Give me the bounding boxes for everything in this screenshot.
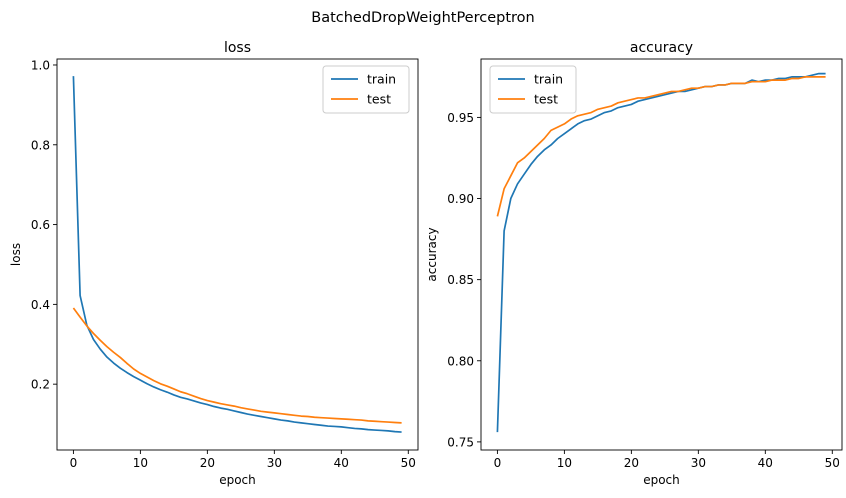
accuracy-ytick-label: 0.95 — [447, 111, 474, 125]
loss-ytick-label: 0.6 — [31, 218, 50, 232]
loss-xlabel: epoch — [219, 473, 256, 487]
accuracy-xtick-label: 10 — [557, 456, 572, 470]
accuracy-title: accuracy — [630, 40, 693, 56]
accuracy-axes-frame — [480, 58, 843, 451]
loss-legend-box — [322, 65, 410, 114]
accuracy-test-line — [496, 75, 826, 217]
accuracy-legend-box — [489, 65, 577, 114]
accuracy-xtick-label: 50 — [825, 456, 840, 470]
accuracy-legend: train test — [489, 65, 577, 114]
loss-xtick-label: 30 — [267, 456, 282, 470]
loss-train-line — [72, 76, 402, 433]
accuracy-xlabel: epoch — [643, 473, 680, 487]
loss-xtick-label: 10 — [133, 456, 148, 470]
loss-xtick-label: 40 — [334, 456, 349, 470]
loss-legend-label-train: train — [367, 72, 396, 87]
loss-subplot: loss 0 10 20 30 40 50 0.2 0.4 0.6 0.8 1.0 epoch loss t… — [9, 40, 419, 487]
loss-legend: train test — [322, 65, 410, 114]
loss-ytick-label: 1.0 — [31, 58, 50, 72]
loss-ytick-label: 0.4 — [31, 298, 50, 312]
loss-ylabel: loss — [9, 243, 23, 266]
accuracy-xtick-label: 0 — [494, 456, 502, 470]
figure-suptitle: BatchedDropWeightPerceptron — [311, 10, 534, 26]
loss-axes-frame — [56, 58, 419, 451]
loss-legend-label-test: test — [367, 92, 391, 107]
accuracy-ytick-label: 0.85 — [447, 273, 474, 287]
accuracy-legend-label-train: train — [534, 72, 563, 87]
loss-ytick-label: 0.2 — [31, 378, 50, 392]
accuracy-xtick-label: 40 — [758, 456, 773, 470]
accuracy-subplot: accuracy 0 10 20 30 40 50 0.75 0.80 0.85 0.90 0.95 e… — [425, 40, 843, 487]
accuracy-xtick-label: 30 — [691, 456, 706, 470]
loss-test-line — [72, 307, 402, 424]
accuracy-ylabel: accuracy — [425, 227, 439, 281]
loss-xtick-label: 50 — [401, 456, 416, 470]
loss-ytick-label: 0.8 — [31, 138, 50, 152]
accuracy-ytick-label: 0.80 — [447, 354, 474, 368]
accuracy-legend-label-test: test — [534, 92, 558, 107]
accuracy-xtick-label: 20 — [624, 456, 639, 470]
accuracy-ytick-label: 0.90 — [447, 192, 474, 206]
loss-xtick-label: 20 — [200, 456, 215, 470]
loss-xtick-label: 0 — [70, 456, 78, 470]
accuracy-ytick-label: 0.75 — [447, 435, 474, 449]
loss-title: loss — [224, 40, 251, 56]
